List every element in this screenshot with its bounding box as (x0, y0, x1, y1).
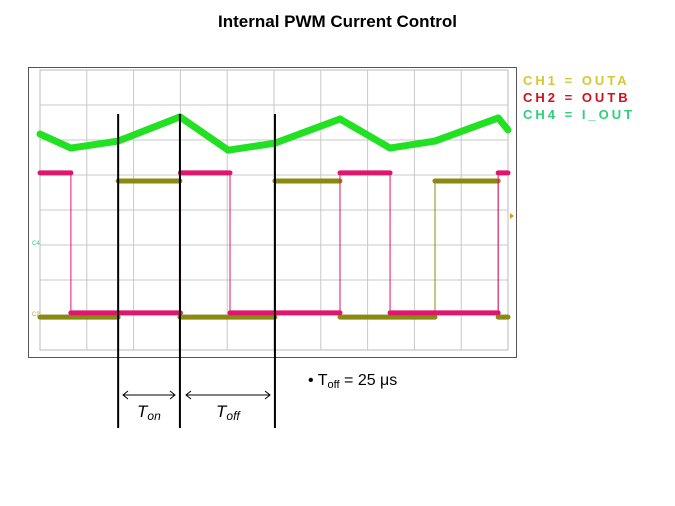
toff-label-main: T (216, 402, 227, 421)
trace-segment (176, 113, 232, 154)
channel-legend: CH1 = OUTA CH2 = OUTB CH4 = I_OUT (523, 72, 635, 123)
ch2-marker: C2 (32, 312, 40, 318)
ton-label: Ton (137, 402, 161, 423)
trace-segment (336, 115, 394, 152)
trace-segment (271, 115, 344, 147)
timing-markers (117, 114, 276, 428)
ton-label-main: T (137, 402, 148, 421)
trace-ch2 (37, 170, 511, 316)
trace-segment (67, 137, 122, 152)
ton-arrow-icon (122, 390, 176, 400)
legend-ch4: CH4 = I_OUT (523, 107, 636, 122)
trace-segment (114, 113, 184, 145)
trace-ch4 (36, 113, 512, 154)
trace-segment (386, 137, 439, 152)
ton-label-sub: on (147, 409, 161, 423)
bullet-main: T (317, 372, 328, 389)
trace-segment (224, 139, 279, 154)
trace-segment (494, 114, 512, 134)
trace-segment (431, 114, 502, 145)
slide-title: Internal PWM Current Control (218, 12, 457, 31)
toff-arrow-icon (185, 390, 271, 400)
toff-label: Toff (216, 402, 240, 423)
bullet-sub: off (327, 379, 340, 391)
trigger-marker-icon (510, 213, 514, 219)
bullet-value: = 25 μs (339, 372, 398, 389)
ch4-marker: C4 (32, 241, 40, 247)
trace-segment (36, 130, 75, 152)
legend-ch2: CH2 = OUTB (523, 90, 631, 105)
bullet-icon: • (308, 372, 314, 389)
toff-label-sub: off (226, 409, 240, 423)
toff-value-bullet: • Toff = 25 μs (308, 372, 397, 391)
legend-ch1: CH1 = OUTA (523, 73, 630, 88)
